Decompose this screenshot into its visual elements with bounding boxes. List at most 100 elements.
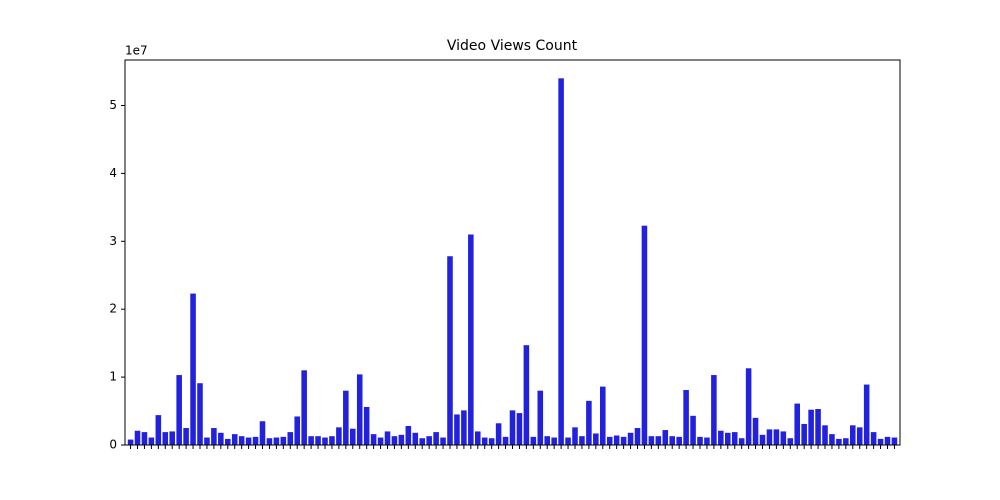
y-tick-label: 0 (109, 438, 117, 452)
bar (815, 409, 821, 445)
y-tick-label: 2 (109, 302, 117, 316)
bar (398, 434, 405, 445)
bar (600, 386, 606, 445)
bar (829, 434, 835, 445)
bar (891, 437, 898, 445)
bar (558, 78, 564, 445)
bar (822, 425, 828, 445)
bar (412, 432, 419, 445)
bar (593, 433, 599, 445)
bar (870, 432, 877, 445)
bar (266, 438, 273, 445)
bar (231, 434, 238, 445)
bar (419, 438, 425, 445)
bar (245, 437, 252, 445)
bar (391, 436, 398, 445)
bar (134, 430, 141, 445)
bar (488, 438, 495, 445)
bar (148, 437, 155, 445)
bar (211, 428, 217, 445)
bar (218, 432, 224, 445)
bar (572, 427, 578, 445)
bar (475, 431, 481, 445)
y-tick-label: 3 (109, 234, 117, 248)
bar (683, 390, 689, 445)
bar (537, 390, 544, 445)
bar (377, 437, 384, 445)
bar (586, 400, 592, 445)
bar (405, 425, 412, 445)
chart-title: Video Views Count (447, 38, 578, 54)
bar (204, 437, 210, 445)
bar (530, 436, 537, 445)
bar (447, 256, 453, 445)
bar (301, 370, 307, 445)
bar (704, 437, 710, 445)
bar (641, 225, 648, 445)
bar (190, 293, 196, 445)
bar (662, 430, 669, 445)
bar (856, 427, 863, 445)
offset-text: 1e7 (125, 44, 148, 58)
bar (468, 234, 474, 445)
bar (259, 421, 266, 445)
bar (252, 436, 259, 445)
bar (745, 368, 752, 445)
bar (718, 430, 724, 445)
bar (801, 423, 807, 445)
bar (343, 390, 349, 445)
bar (280, 436, 287, 445)
bar (669, 436, 675, 445)
bar (287, 432, 294, 445)
bar (773, 429, 780, 445)
bar (127, 439, 134, 445)
bar (155, 415, 162, 445)
bar (627, 432, 634, 445)
bar (461, 410, 467, 445)
bar (481, 437, 488, 445)
bar (315, 436, 321, 445)
bar (752, 417, 759, 445)
bar (648, 436, 655, 445)
bar (454, 414, 460, 445)
bar (884, 436, 891, 445)
bar (738, 438, 745, 445)
bar (836, 438, 842, 445)
bar (606, 436, 613, 445)
plot-frame (124, 59, 901, 446)
bar (384, 431, 391, 445)
bar (141, 432, 148, 445)
bar (336, 427, 342, 445)
bar (634, 428, 641, 445)
bar (655, 436, 662, 445)
bar (329, 436, 335, 445)
bar (620, 436, 627, 445)
bar (294, 416, 300, 445)
bar (877, 438, 884, 445)
bar (516, 413, 523, 445)
bar (225, 438, 231, 445)
y-tick-label: 5 (109, 98, 117, 112)
bar (495, 423, 502, 445)
bar (808, 409, 814, 445)
bar (169, 431, 175, 445)
bar (356, 374, 363, 445)
bar (766, 429, 773, 445)
bar (363, 406, 370, 445)
bar (711, 375, 717, 445)
bar (440, 437, 446, 445)
bar (509, 410, 516, 445)
bar (426, 436, 432, 445)
bar (725, 432, 731, 445)
y-tick-label: 4 (109, 166, 117, 180)
bar (780, 431, 787, 445)
bar (350, 428, 356, 445)
bar (613, 435, 620, 445)
bar (544, 436, 550, 445)
bar (162, 432, 169, 445)
bar (197, 383, 203, 445)
bar (238, 436, 245, 445)
bar (794, 403, 800, 445)
bar (759, 434, 766, 445)
